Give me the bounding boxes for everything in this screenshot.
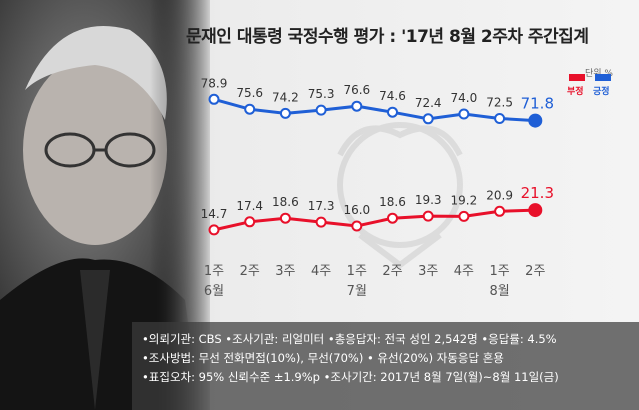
footnote-box: •의뢰기관: CBS •조사기관: 리얼미터 •총응답자: 전국 성인 2,54… — [132, 322, 639, 410]
data-label-positive: 74.6 — [379, 89, 406, 103]
data-point-negative — [315, 216, 327, 228]
legend-positive-swatch — [595, 74, 611, 81]
legend-positive: 긍정 — [593, 74, 611, 97]
data-label-positive: 71.8 — [521, 95, 554, 113]
data-point-positive — [458, 108, 470, 120]
legend-positive-label: 긍정 — [593, 87, 610, 97]
data-label-positive: 72.5 — [486, 96, 513, 110]
footnote-line: •의뢰기관: CBS •조사기관: 리얼미터 •총응답자: 전국 성인 2,54… — [142, 332, 557, 346]
legend-negative-swatch — [569, 74, 585, 81]
data-point-positive — [208, 93, 220, 105]
data-point-negative — [528, 203, 543, 218]
data-label-negative: 14.7 — [201, 207, 228, 221]
footnote-line: •표집오차: 95% 신뢰수준 ±1.9%p •조사기간: 2017년 8월 7… — [142, 370, 559, 384]
data-point-negative — [279, 212, 291, 224]
data-point-positive — [528, 113, 543, 128]
data-point-negative — [494, 205, 506, 217]
data-point-negative — [422, 210, 434, 222]
data-label-negative: 17.3 — [308, 199, 335, 213]
x-month-label: 6월 — [204, 284, 224, 299]
data-label-negative: 18.6 — [272, 195, 299, 209]
x-tick-label: 1주 — [489, 264, 509, 279]
emblem-watermark — [337, 122, 463, 269]
data-point-negative — [244, 216, 256, 228]
x-tick-label: 2주 — [240, 264, 260, 279]
legend-negative: 부정 — [567, 74, 585, 97]
footnote-line: •조사방법: 무선 전화면접(10%), 무선(70%) • 유선(20%) 자… — [142, 351, 504, 365]
data-point-positive — [279, 107, 291, 119]
data-label-positive: 78.9 — [201, 76, 228, 90]
data-point-negative — [458, 210, 470, 222]
data-label-negative: 17.4 — [236, 199, 263, 213]
data-point-positive — [244, 103, 256, 115]
data-point-positive — [351, 100, 363, 112]
x-tick-label: 1주 — [204, 264, 224, 279]
data-label-positive: 75.6 — [236, 86, 263, 100]
x-tick-label: 2주 — [382, 264, 402, 279]
x-tick-label: 4주 — [454, 264, 474, 279]
data-label-positive: 74.0 — [451, 91, 478, 105]
data-point-negative — [351, 220, 363, 232]
legend-negative-label: 부정 — [567, 87, 584, 97]
series-line-negative — [213, 208, 536, 232]
series-line-positive — [213, 97, 536, 123]
data-point-positive — [494, 113, 506, 124]
x-tick-label: 4주 — [311, 264, 331, 279]
data-point-negative — [208, 224, 220, 236]
x-month-label: 7월 — [347, 284, 367, 299]
x-tick-label: 3주 — [275, 264, 295, 279]
data-label-negative: 16.0 — [343, 203, 370, 217]
x-tick-label: 3주 — [418, 264, 438, 279]
data-label-positive: 74.2 — [272, 90, 299, 104]
x-month-label: 8월 — [489, 284, 509, 299]
data-label-positive: 75.3 — [308, 87, 335, 101]
data-point-positive — [387, 106, 398, 118]
data-label-positive: 72.4 — [415, 96, 442, 110]
data-label-negative: 20.9 — [486, 188, 513, 202]
data-label-negative: 18.6 — [379, 195, 406, 209]
page-title: 문재인 대통령 국정수행 평가 : '17년 8월 2주차 주간집계 — [186, 27, 589, 47]
data-point-negative — [387, 212, 398, 224]
data-label-negative: 19.2 — [451, 193, 478, 207]
data-label-negative: 21.3 — [521, 184, 554, 202]
x-tick-label: 2주 — [525, 264, 545, 279]
data-label-positive: 76.6 — [343, 83, 370, 97]
data-point-positive — [422, 113, 434, 125]
x-tick-label: 1주 — [347, 264, 367, 279]
data-point-positive — [315, 104, 327, 116]
data-label-negative: 19.3 — [415, 193, 442, 207]
